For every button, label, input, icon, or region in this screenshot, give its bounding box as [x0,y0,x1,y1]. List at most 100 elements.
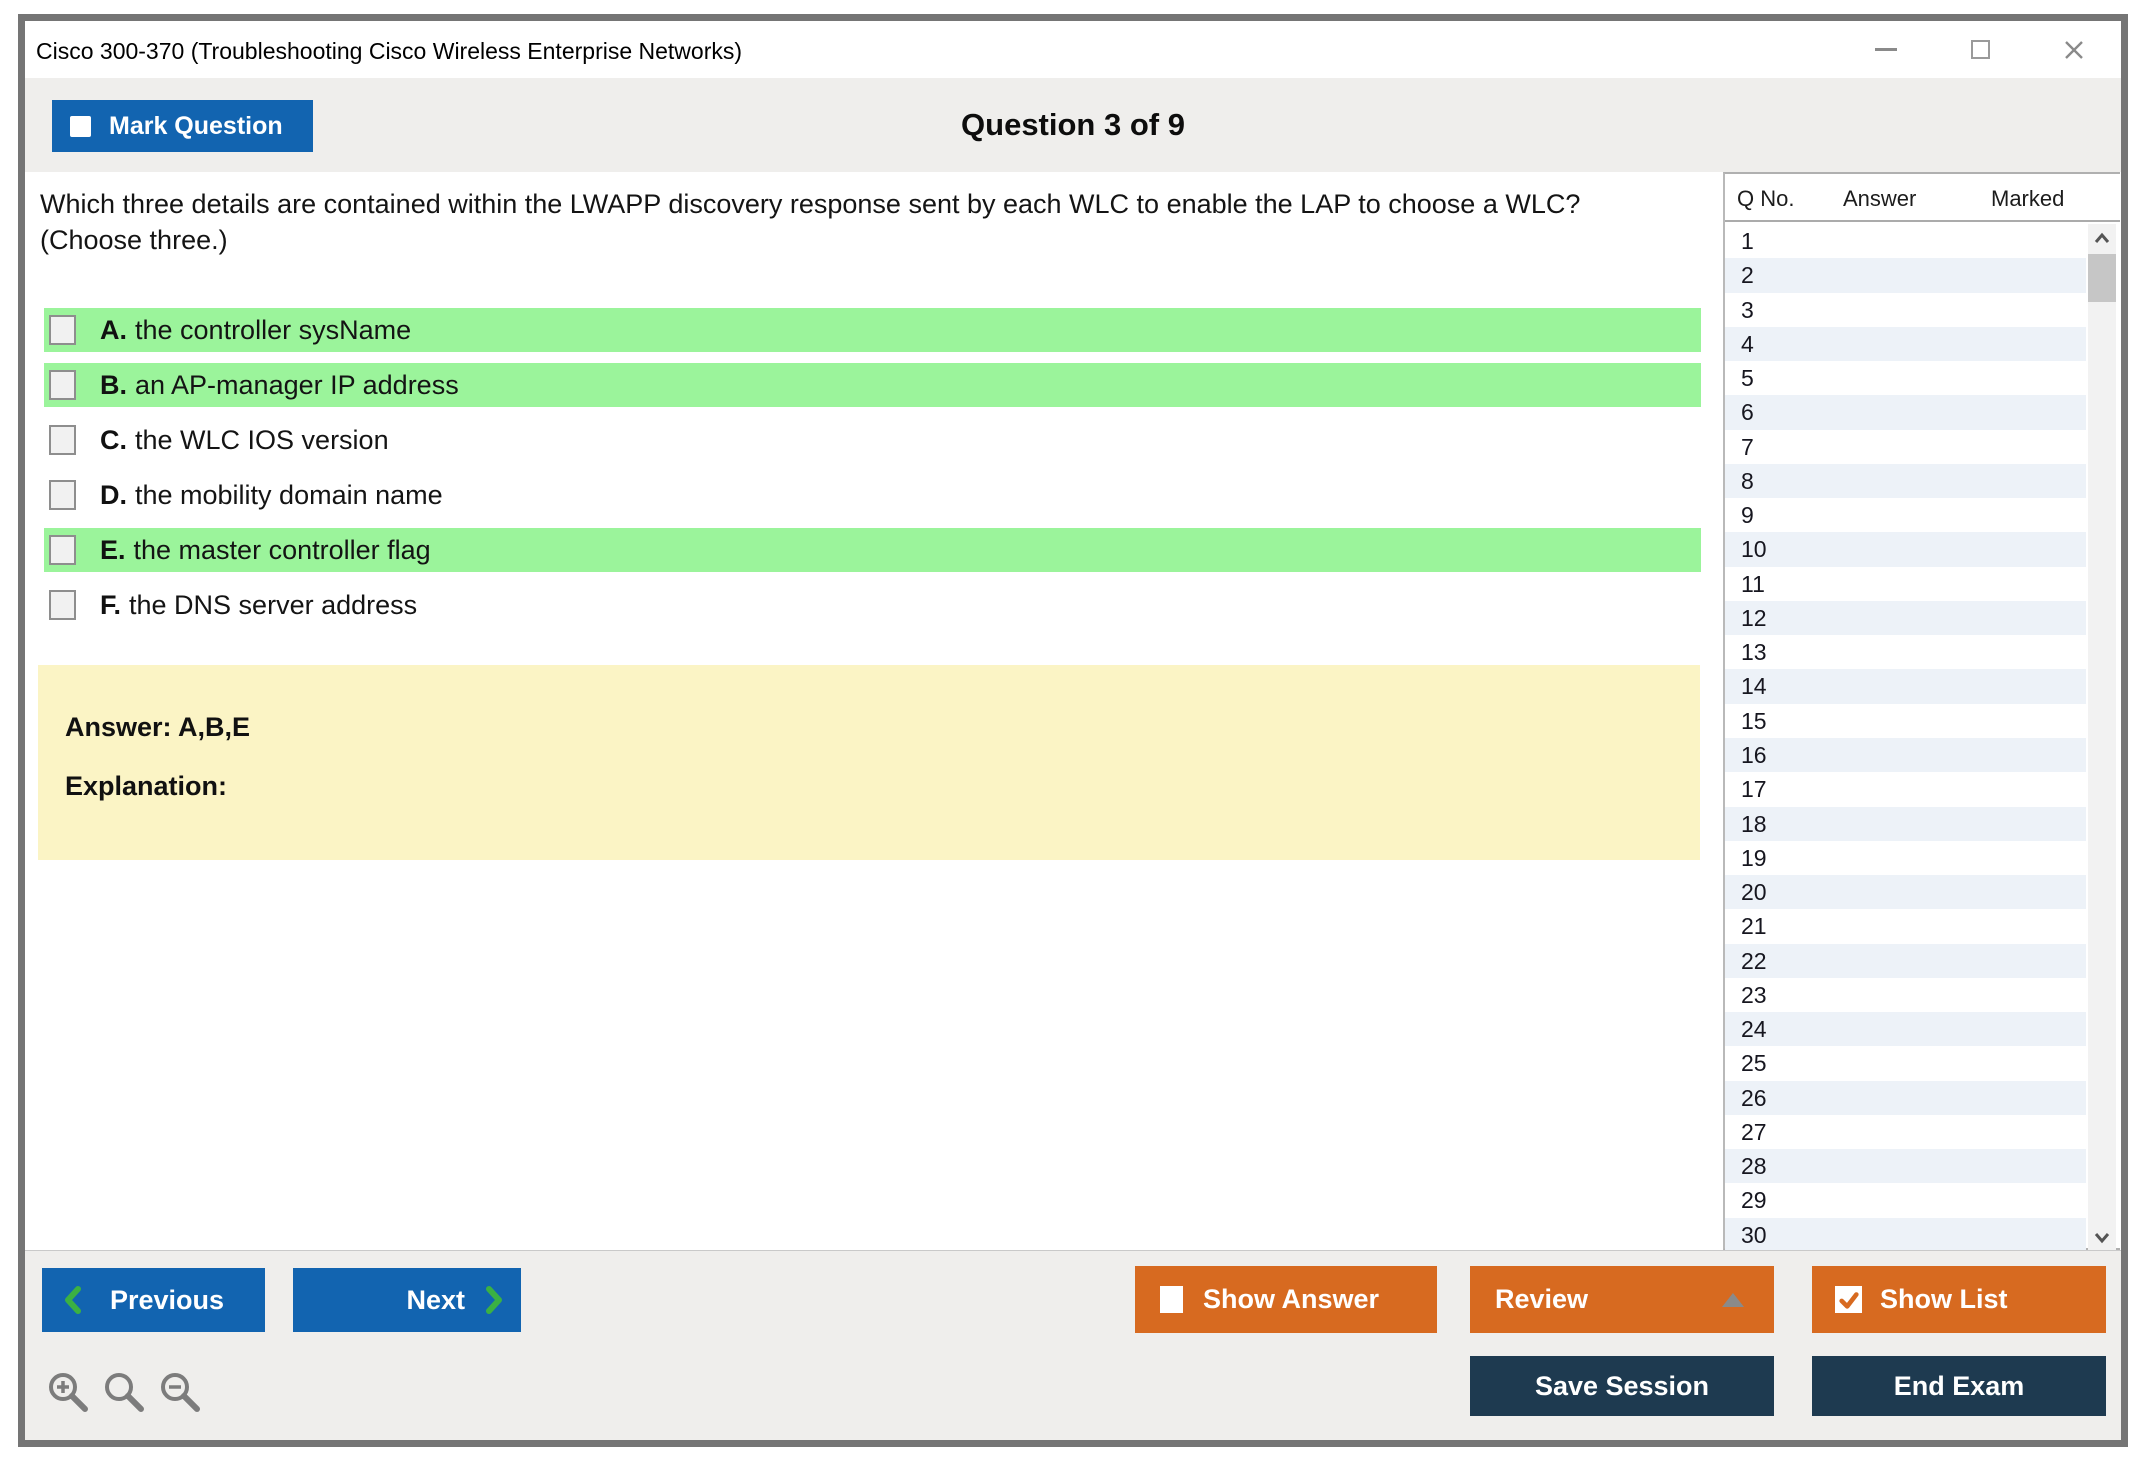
question-row-16[interactable]: 16 [1725,737,2086,773]
option-text: the mobility domain name [135,479,443,510]
question-row-19[interactable]: 19 [1725,840,2086,876]
question-number: 6 [1741,399,1754,426]
question-number: 22 [1741,947,1767,974]
previous-button[interactable]: Previous [42,1268,265,1332]
question-row-10[interactable]: 10 [1725,532,2086,567]
zoom-out-icon[interactable] [157,1369,203,1415]
question-row-26[interactable]: 26 [1725,1080,2086,1115]
triangle-up-icon [1722,1292,1744,1307]
show-answer-checkbox[interactable] [1160,1286,1183,1313]
question-row-5[interactable]: 5 [1725,361,2086,396]
end-exam-button[interactable]: End Exam [1812,1356,2106,1416]
close-icon [2065,40,2083,59]
question-row-14[interactable]: 14 [1725,669,2086,704]
question-panel: Which three details are contained within… [25,172,1723,1250]
question-row-30[interactable]: 30 [1725,1217,2086,1252]
question-row-25[interactable]: 25 [1725,1046,2086,1081]
zoom-controls [45,1369,203,1415]
question-row-21[interactable]: 21 [1725,909,2086,944]
question-row-18[interactable]: 18 [1725,806,2086,841]
option-checkbox-D[interactable] [49,480,76,510]
option-letter: D. [100,479,127,510]
question-row-3[interactable]: 3 [1725,292,2086,327]
app-window: Cisco 300-370 (Troubleshooting Cisco Wir… [18,14,2128,1447]
question-row-17[interactable]: 17 [1725,772,2086,807]
question-number: 28 [1741,1153,1767,1180]
option-text: an AP-manager IP address [135,369,459,400]
save-session-label: Save Session [1534,1370,1710,1401]
chevron-left-icon [65,1286,81,1314]
question-number: 29 [1741,1187,1767,1214]
option-checkbox-F[interactable] [49,590,76,620]
minimize-icon [1875,48,1897,51]
question-number: 11 [1741,570,1765,597]
scroll-up-button[interactable] [2088,224,2116,252]
scroll-thumb[interactable] [2088,254,2116,302]
question-number: 23 [1741,981,1767,1008]
question-row-24[interactable]: 24 [1725,1012,2086,1047]
save-session-button[interactable]: Save Session [1470,1356,1774,1416]
question-row-15[interactable]: 15 [1725,703,2086,738]
mark-question-checkbox[interactable] [70,115,91,137]
option-checkbox-A[interactable] [49,315,76,345]
question-number: 3 [1741,296,1754,323]
question-number: 26 [1741,1084,1767,1111]
next-button[interactable]: Next [293,1268,521,1332]
question-row-11[interactable]: 11 [1725,566,2086,601]
next-label: Next [406,1284,465,1315]
maximize-icon [1970,40,1990,59]
option-text: the WLC IOS version [135,424,389,455]
question-number: 8 [1741,467,1754,494]
question-row-2[interactable]: 2 [1725,258,2086,293]
question-number: 14 [1741,673,1767,700]
question-number: 10 [1741,536,1767,563]
zoom-in-icon[interactable] [45,1369,91,1415]
show-answer-button[interactable]: Show Answer [1135,1266,1437,1333]
question-row-8[interactable]: 8 [1725,463,2086,499]
review-button[interactable]: Review [1470,1266,1774,1333]
question-row-4[interactable]: 4 [1725,326,2086,362]
question-row-6[interactable]: 6 [1725,395,2086,430]
magnifier-icon[interactable] [101,1369,147,1415]
question-row-22[interactable]: 22 [1725,943,2086,978]
end-exam-label: End Exam [1893,1370,2025,1401]
title-bar: Cisco 300-370 (Troubleshooting Cisco Wir… [25,21,2121,78]
question-row-28[interactable]: 28 [1725,1149,2086,1184]
footer-bar: Previous Next [25,1250,2121,1440]
option-row-C[interactable]: C. the WLC IOS version [44,418,1701,462]
show-list-checkbox[interactable] [1835,1286,1862,1313]
option-row-E[interactable]: E. the master controller flag [44,528,1701,572]
question-row-12[interactable]: 12 [1725,600,2086,636]
question-number: 15 [1741,707,1767,734]
question-row-13[interactable]: 13 [1725,635,2086,670]
option-row-B[interactable]: B. an AP-manager IP address [44,363,1701,407]
option-text: the DNS server address [129,589,418,620]
mark-question-label: Mark Question [109,111,283,140]
question-row-7[interactable]: 7 [1725,429,2086,464]
mark-question-button[interactable]: Mark Question [52,100,313,152]
option-checkbox-E[interactable] [49,535,76,565]
question-text: Which three details are contained within… [40,189,1581,255]
question-row-20[interactable]: 20 [1725,875,2086,910]
option-letter: E. [100,534,126,565]
column-marked-label: Marked [1991,186,2065,211]
option-row-D[interactable]: D. the mobility domain name [44,473,1701,517]
option-checkbox-C[interactable] [49,425,76,455]
scroll-down-button[interactable] [2088,1224,2116,1252]
show-list-label: Show List [1880,1284,2008,1314]
show-list-button[interactable]: Show List [1812,1266,2106,1333]
maximize-button[interactable] [1963,33,1997,67]
minimize-button[interactable] [1869,33,1903,67]
question-row-29[interactable]: 29 [1725,1183,2086,1218]
option-row-F[interactable]: F. the DNS server address [44,583,1701,627]
sidebar-scrollbar[interactable] [2088,224,2116,1252]
question-number: 18 [1741,810,1767,837]
option-checkbox-B[interactable] [49,370,76,400]
chevron-right-icon [486,1286,502,1314]
option-row-A[interactable]: A. the controller sysName [44,308,1701,352]
question-row-27[interactable]: 27 [1725,1114,2086,1150]
question-row-9[interactable]: 9 [1725,498,2086,533]
question-row-1[interactable]: 1 [1725,224,2086,259]
close-button[interactable] [2057,33,2091,67]
question-row-23[interactable]: 23 [1725,977,2086,1013]
